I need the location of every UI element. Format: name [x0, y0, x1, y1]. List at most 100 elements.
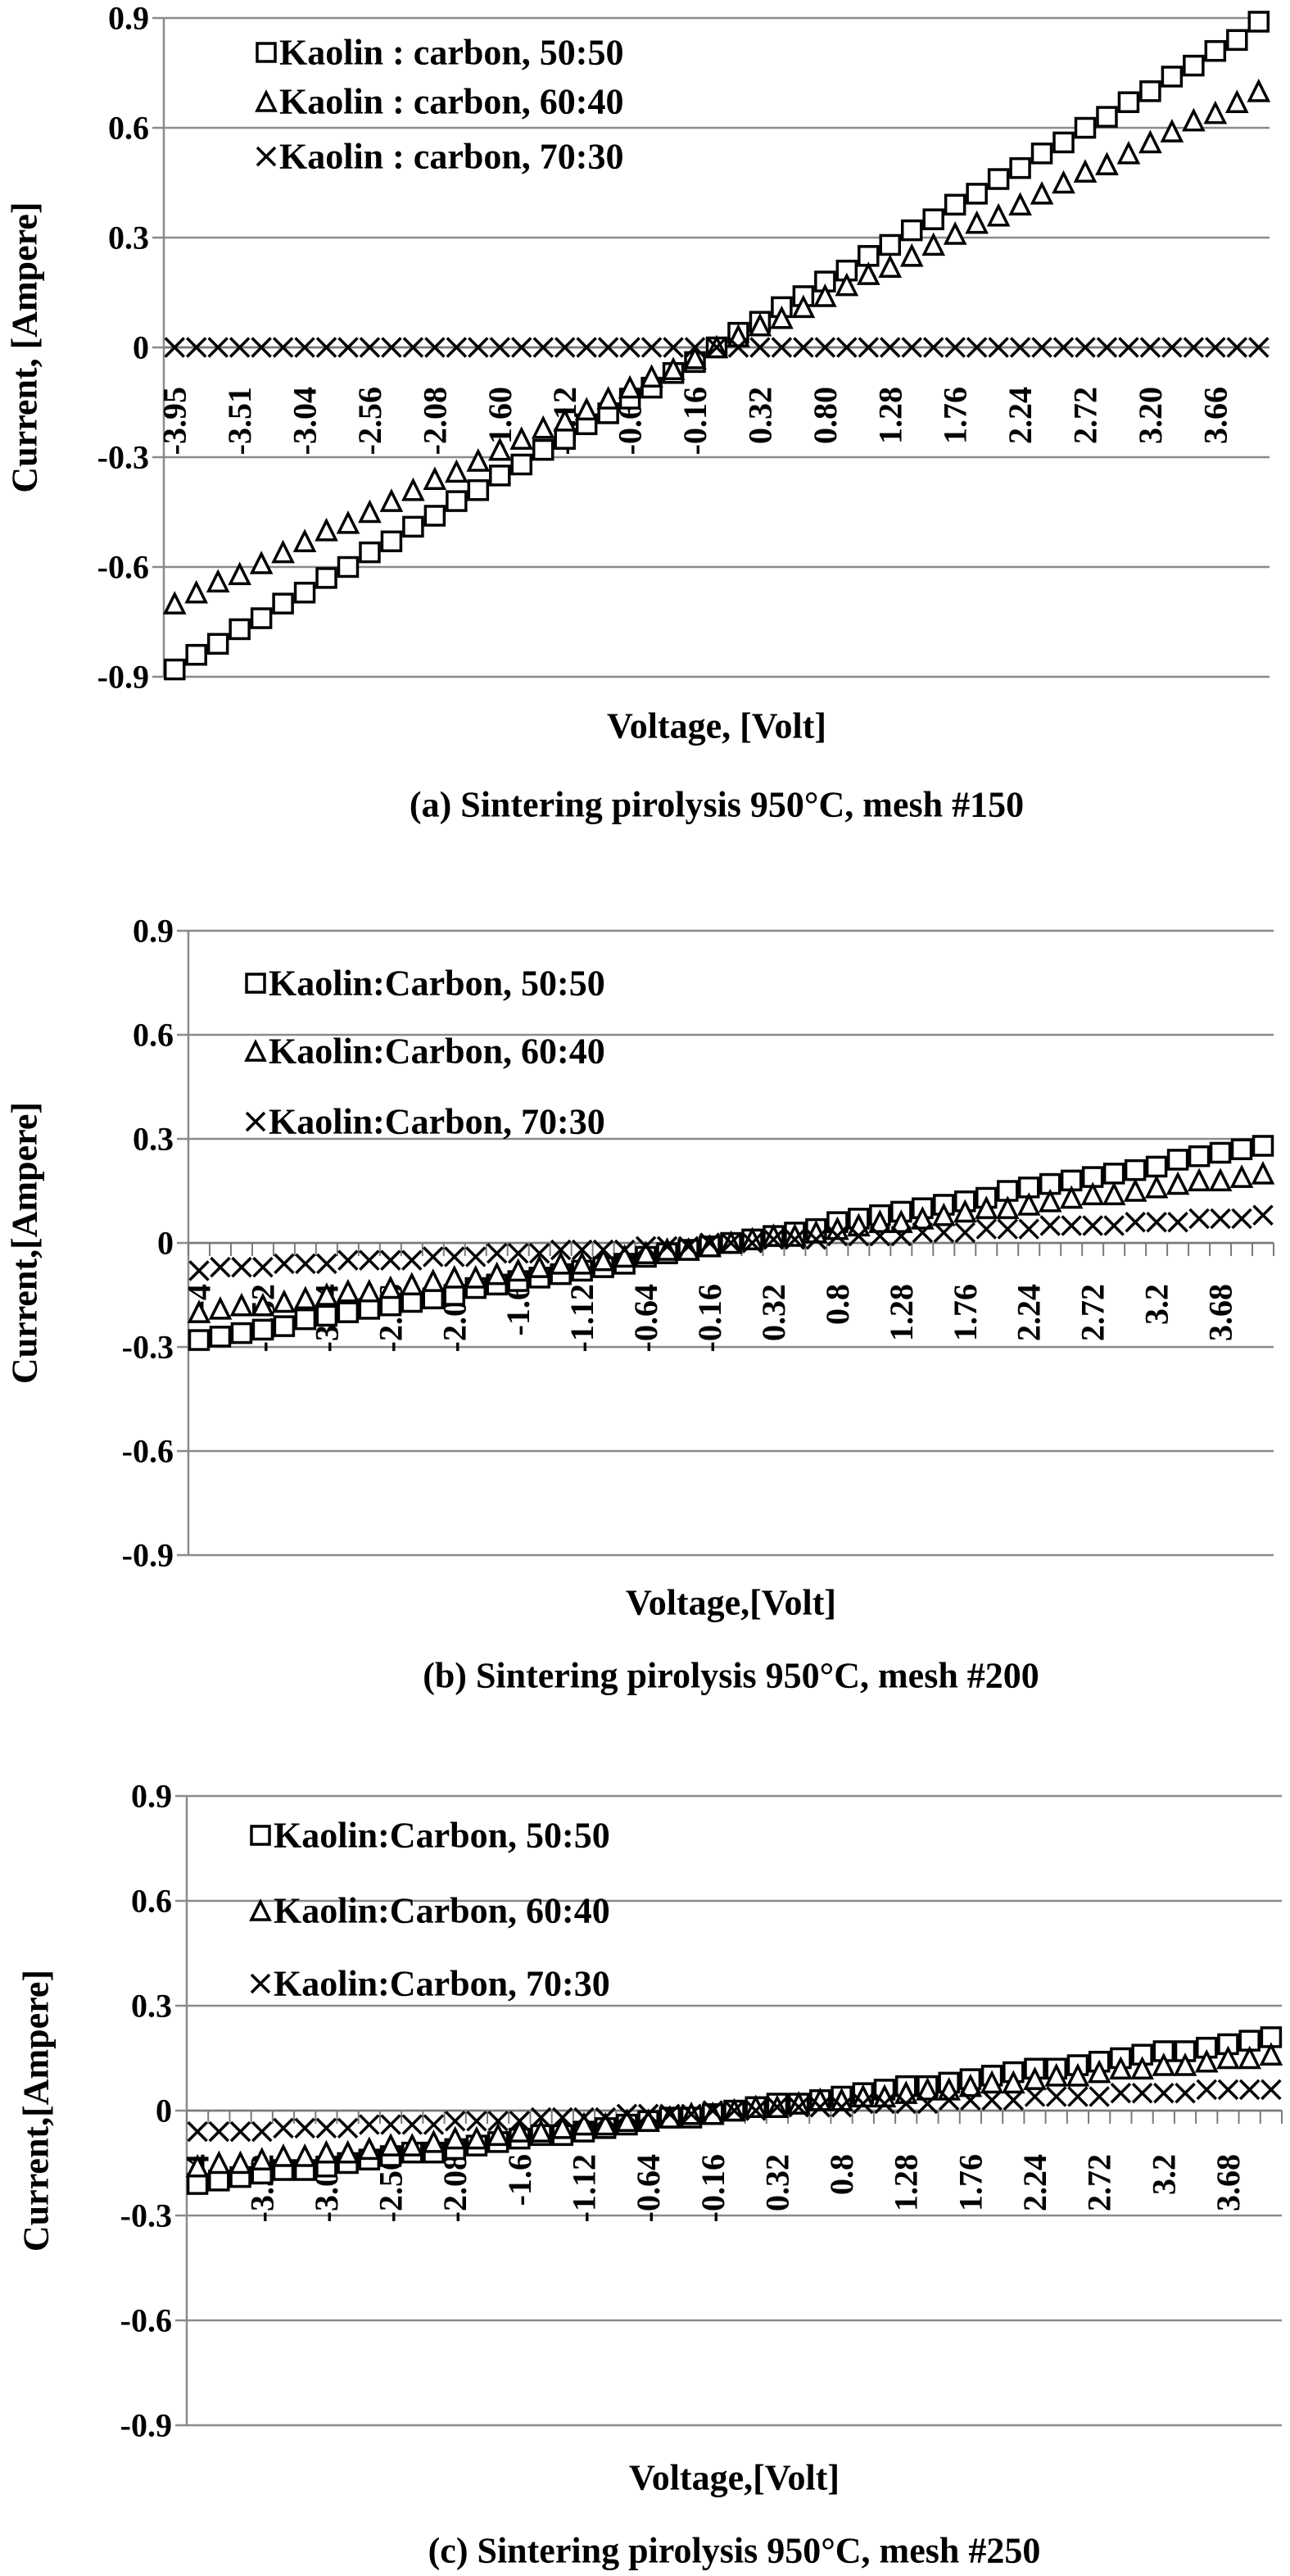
y-tick-label: -0.6 [122, 1433, 174, 1470]
data-point-triangle [1173, 2052, 1197, 2076]
data-point-square [359, 541, 381, 564]
data-point-cross [1153, 2082, 1175, 2104]
data-point-square [1188, 1145, 1211, 1168]
x-tick-label: 1.28 [888, 2154, 925, 2211]
chart-panel-a: 0.9 0.6 0.3 0 -0.3 -0.6 -0.9 -3.95 -3.51 -3.04 -2.… [5, 0, 1271, 825]
data-point-cross [509, 2111, 531, 2132]
data-point-square [294, 1308, 317, 1331]
y-tick-label: -0.9 [122, 1537, 174, 1574]
data-point-triangle [336, 510, 360, 534]
data-point-triangle [1247, 78, 1271, 102]
data-point-cross [444, 1246, 465, 1268]
data-point-square [163, 658, 186, 681]
y-tick-label: -0.6 [97, 549, 149, 586]
data-point-triangle [508, 2119, 532, 2143]
data-point-cross [706, 337, 727, 358]
data-point-cross [466, 2111, 487, 2132]
data-point-square [1226, 29, 1248, 52]
legend-triangle-icon [249, 1898, 272, 1921]
data-point-triangle [464, 1264, 488, 1289]
x-tick-label: -0.64 [627, 1284, 664, 1352]
legend-square-icon [245, 973, 266, 994]
data-point-cross [316, 1253, 337, 1275]
legend-label: Kaolin : carbon, 60:40 [279, 82, 623, 122]
data-point-triangle [1194, 2048, 1219, 2073]
data-point-cross [554, 337, 576, 358]
data-point-cross [895, 2093, 917, 2115]
data-point-square [987, 168, 1010, 190]
data-point-cross [402, 337, 424, 358]
y-axis-title: Current, [Ampere] [5, 202, 45, 492]
chart-panel-c: 0.90.60.30-0.3-0.6-0.9-4-3.52-3.04-2.56-… [16, 1778, 1283, 2571]
data-point-cross [446, 337, 468, 358]
data-point-triangle [506, 1258, 531, 1282]
data-point-triangle [596, 386, 620, 410]
data-point-cross [831, 2096, 853, 2118]
legend-cross-icon [250, 1973, 271, 1994]
data-point-triangle [250, 2147, 274, 2170]
data-point-triangle [791, 294, 816, 319]
data-point-triangle [748, 312, 772, 337]
data-point-square [1009, 156, 1031, 179]
data-point-cross [401, 2114, 423, 2135]
data-point-square [1209, 1141, 1232, 1164]
data-point-triangle [835, 272, 859, 297]
data-point-cross [954, 1222, 976, 1244]
x-tick-label: 3.66 [1197, 387, 1233, 444]
data-point-cross [1024, 2086, 1046, 2107]
data-point-square [251, 1318, 274, 1341]
data-point-cross [1082, 1215, 1103, 1236]
data-point-triangle [813, 283, 837, 307]
data-point-cross [187, 2120, 208, 2143]
data-point-square [467, 478, 490, 501]
data-point-triangle [292, 2143, 317, 2167]
data-point-cross [487, 2111, 509, 2132]
y-tick-label: 0.9 [133, 913, 174, 950]
y-tick-label: -0.3 [120, 2197, 172, 2234]
data-point-triangle [1059, 1185, 1084, 1209]
data-point-cross [274, 1253, 295, 1275]
data-point-square [1252, 1135, 1274, 1157]
data-point-square [944, 193, 966, 216]
x-axis-title: Voltage, [Volt] [607, 706, 826, 746]
legend-cross-icon [245, 1111, 266, 1132]
data-point-cross [597, 337, 619, 358]
data-point-square [380, 530, 403, 552]
x-tick-label: 2.24 [1011, 1284, 1048, 1341]
legend-square-icon [250, 1825, 271, 1846]
data-point-cross [720, 1232, 742, 1254]
data-point-cross [1146, 1211, 1167, 1233]
data-point-triangle [931, 1202, 956, 1227]
data-point-cross [1252, 1204, 1274, 1226]
data-point-cross [613, 1239, 636, 1261]
data-point-cross [922, 337, 944, 358]
data-point-cross [663, 337, 684, 358]
data-point-cross [988, 337, 1009, 358]
data-point-cross [1210, 1208, 1231, 1230]
data-point-square [1145, 1155, 1168, 1178]
legend-triangle-icon [255, 89, 278, 112]
chart-caption: (b) Sintering pirolysis 950°C, mesh #200 [423, 1656, 1039, 1696]
data-point-cross [1125, 1211, 1146, 1233]
data-point-triangle [1044, 2062, 1069, 2087]
data-point-cross [848, 1225, 870, 1247]
data-point-cross [592, 1239, 614, 1261]
data-point-cross [381, 337, 402, 358]
data-point-cross [1075, 337, 1096, 358]
data-point-triangle [1087, 2059, 1111, 2084]
y-tick-label: 0.3 [133, 1121, 174, 1158]
data-point-cross [938, 2089, 960, 2111]
data-point-triangle [1238, 2045, 1262, 2070]
data-point-cross [164, 337, 185, 358]
data-point-square [229, 618, 251, 641]
data-point-triangle [315, 1282, 339, 1306]
data-point-cross [207, 337, 229, 358]
data-point-triangle [1229, 1164, 1254, 1188]
data-point-cross [677, 1236, 699, 1257]
data-point-cross [890, 1225, 912, 1247]
data-point-triangle [574, 397, 599, 421]
data-point-triangle [400, 1272, 424, 1296]
data-point-square [423, 505, 446, 527]
data-point-triangle [487, 437, 512, 461]
data-point-triangle [591, 1247, 615, 1272]
